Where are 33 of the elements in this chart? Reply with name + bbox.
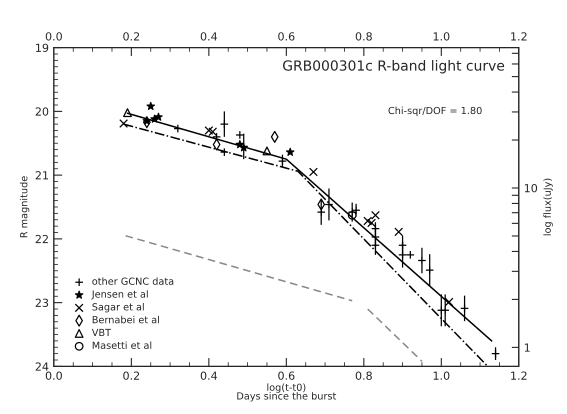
y-axis-title: R magnitude <box>20 176 30 238</box>
y-tick-label: 22 <box>36 234 48 244</box>
annotation: Chi-sqr/DOF = 1.80 <box>388 106 482 116</box>
legend-label: other GCNC data <box>92 277 174 285</box>
text: GRB000301c R-band light curve <box>283 60 504 74</box>
legend-label: Bernabei et al <box>92 316 159 324</box>
y2-tick-label: 10 <box>524 184 538 192</box>
y-tick-label: 19 <box>36 44 48 52</box>
y-tick-label: 23 <box>36 298 48 308</box>
x-axis-title: log(t-t0) Days since the burst <box>237 383 336 402</box>
legend-label: Sagar et al <box>92 302 144 312</box>
y-tick-label: 21 <box>36 171 48 180</box>
x-tick-label: 1.2 <box>511 371 527 380</box>
y2-tick-label: 1 <box>524 344 530 352</box>
x-tick-label: 1.0 <box>434 371 450 380</box>
y-tick-label: 24 <box>36 362 48 371</box>
x-tick-label: 0.2 <box>123 371 140 380</box>
x2-tick-label: 0.4 <box>200 32 218 41</box>
x2-tick-label: 0.2 <box>123 32 140 41</box>
x-tick-label: 0.4 <box>200 371 218 380</box>
x2-tick-label: 1.0 <box>434 32 450 41</box>
legend-label: VBT <box>92 328 112 336</box>
legend-label: Jensen et al <box>91 290 148 300</box>
x-tick-label: 0.0 <box>46 371 62 380</box>
y-tick-label: 20 <box>36 107 48 116</box>
x2-tick-label: 1.2 <box>511 32 527 40</box>
y2-axis-title: log flux(uJy) <box>543 178 553 236</box>
x2-tick-label: 0.0 <box>46 32 62 41</box>
x-tick-label: 0.6 <box>278 371 294 380</box>
legend-label: Masetti et al <box>92 341 152 349</box>
x2-tick-label: 0.6 <box>278 32 294 41</box>
x-tick-label: 0.8 <box>356 371 372 380</box>
x2-tick-label: 0.8 <box>356 32 372 41</box>
